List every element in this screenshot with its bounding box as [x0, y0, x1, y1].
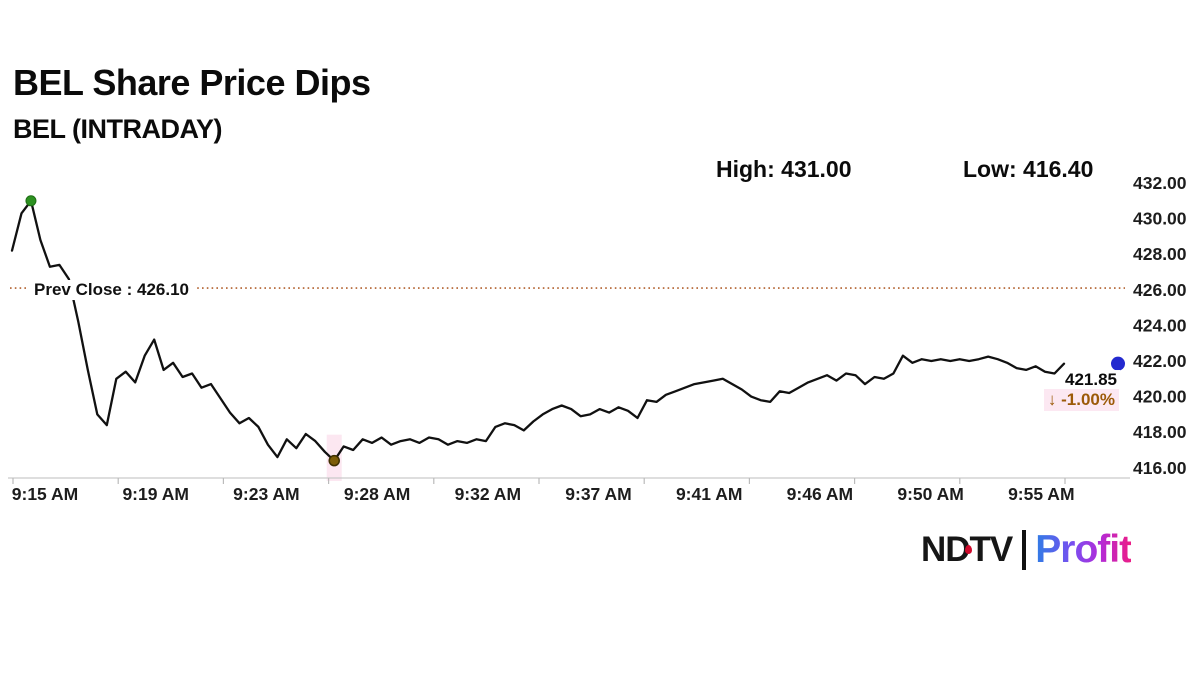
- profit-wordmark: Profit: [1035, 528, 1132, 571]
- change-percent: -1.00%: [1061, 390, 1115, 409]
- prev-close-label: Prev Close : 426.10: [28, 280, 195, 300]
- x-tick-label: 9:32 AM: [455, 484, 521, 504]
- page-title: BEL Share Price Dips: [13, 62, 371, 103]
- x-tick-label: 9:50 AM: [897, 484, 963, 504]
- x-tick-label: 9:41 AM: [676, 484, 742, 504]
- y-tick-label: 416.00: [1133, 458, 1187, 478]
- down-arrow-icon: ↓: [1047, 390, 1057, 409]
- logo-separator: [1022, 530, 1027, 570]
- ndtv-profit-logo: NDTV Profit: [921, 527, 1132, 573]
- y-tick-label: 426.00: [1133, 280, 1187, 300]
- ndtv-red-dot-icon: [965, 545, 972, 554]
- low-stat: Low: 416.40: [963, 156, 1094, 182]
- x-tick-label: 9:23 AM: [233, 484, 299, 504]
- x-tick-label: 9:55 AM: [1008, 484, 1074, 504]
- chart-subtitle: BEL (INTRADAY): [13, 114, 223, 144]
- high-dot: [25, 195, 37, 207]
- x-tick-label: 9:19 AM: [122, 484, 188, 504]
- price-line: [10, 199, 1066, 462]
- last-price-label: 421.85: [1062, 370, 1120, 390]
- x-tick-label: 9:28 AM: [344, 484, 410, 504]
- last-dot: [1111, 356, 1125, 371]
- x-tick-label: 9:15 AM: [12, 484, 78, 504]
- last-change-label: ↓ -1.00%: [1043, 389, 1119, 411]
- y-tick-label: 430.00: [1133, 209, 1187, 229]
- y-tick-label: 424.00: [1133, 315, 1187, 335]
- ndtv-wordmark: NDTV: [921, 530, 1013, 570]
- high-stat: High: 431.00: [716, 156, 852, 182]
- y-tick-label: 418.00: [1133, 422, 1187, 442]
- y-tick-label: 422.00: [1133, 351, 1187, 371]
- x-tick-label: 9:46 AM: [787, 484, 853, 504]
- x-tick-label: 9:37 AM: [565, 484, 631, 504]
- y-tick-label: 428.00: [1133, 244, 1187, 264]
- low-dot: [328, 454, 340, 467]
- y-tick-label: 432.00: [1133, 173, 1187, 193]
- y-tick-label: 420.00: [1133, 387, 1187, 407]
